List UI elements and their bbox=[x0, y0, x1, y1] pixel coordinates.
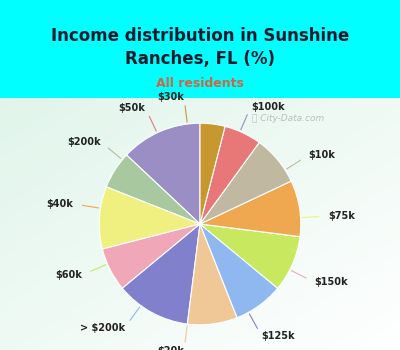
Text: $60k: $60k bbox=[56, 270, 82, 280]
Text: $200k: $200k bbox=[68, 138, 101, 147]
Text: $10k: $10k bbox=[308, 150, 335, 160]
Text: $40k: $40k bbox=[47, 199, 74, 209]
Text: > $200k: > $200k bbox=[80, 323, 125, 332]
Text: $20k: $20k bbox=[157, 346, 184, 350]
Text: $150k: $150k bbox=[314, 277, 348, 287]
Text: $75k: $75k bbox=[328, 211, 355, 221]
Wedge shape bbox=[102, 224, 200, 288]
Text: ⓘ City-Data.com: ⓘ City-Data.com bbox=[252, 114, 324, 122]
Wedge shape bbox=[200, 142, 291, 224]
Wedge shape bbox=[200, 224, 300, 288]
Wedge shape bbox=[106, 155, 200, 224]
Wedge shape bbox=[122, 224, 200, 324]
Wedge shape bbox=[200, 123, 225, 224]
Wedge shape bbox=[200, 181, 301, 237]
Text: $50k: $50k bbox=[119, 103, 146, 113]
Wedge shape bbox=[99, 187, 200, 249]
Text: Income distribution in Sunshine
Ranches, FL (%): Income distribution in Sunshine Ranches,… bbox=[51, 27, 349, 68]
Wedge shape bbox=[126, 123, 200, 224]
Text: $100k: $100k bbox=[251, 102, 284, 112]
Text: $125k: $125k bbox=[262, 331, 295, 341]
Text: All residents: All residents bbox=[156, 77, 244, 90]
Text: $30k: $30k bbox=[157, 92, 184, 102]
Wedge shape bbox=[187, 224, 237, 325]
Wedge shape bbox=[200, 224, 278, 318]
Wedge shape bbox=[200, 126, 259, 224]
